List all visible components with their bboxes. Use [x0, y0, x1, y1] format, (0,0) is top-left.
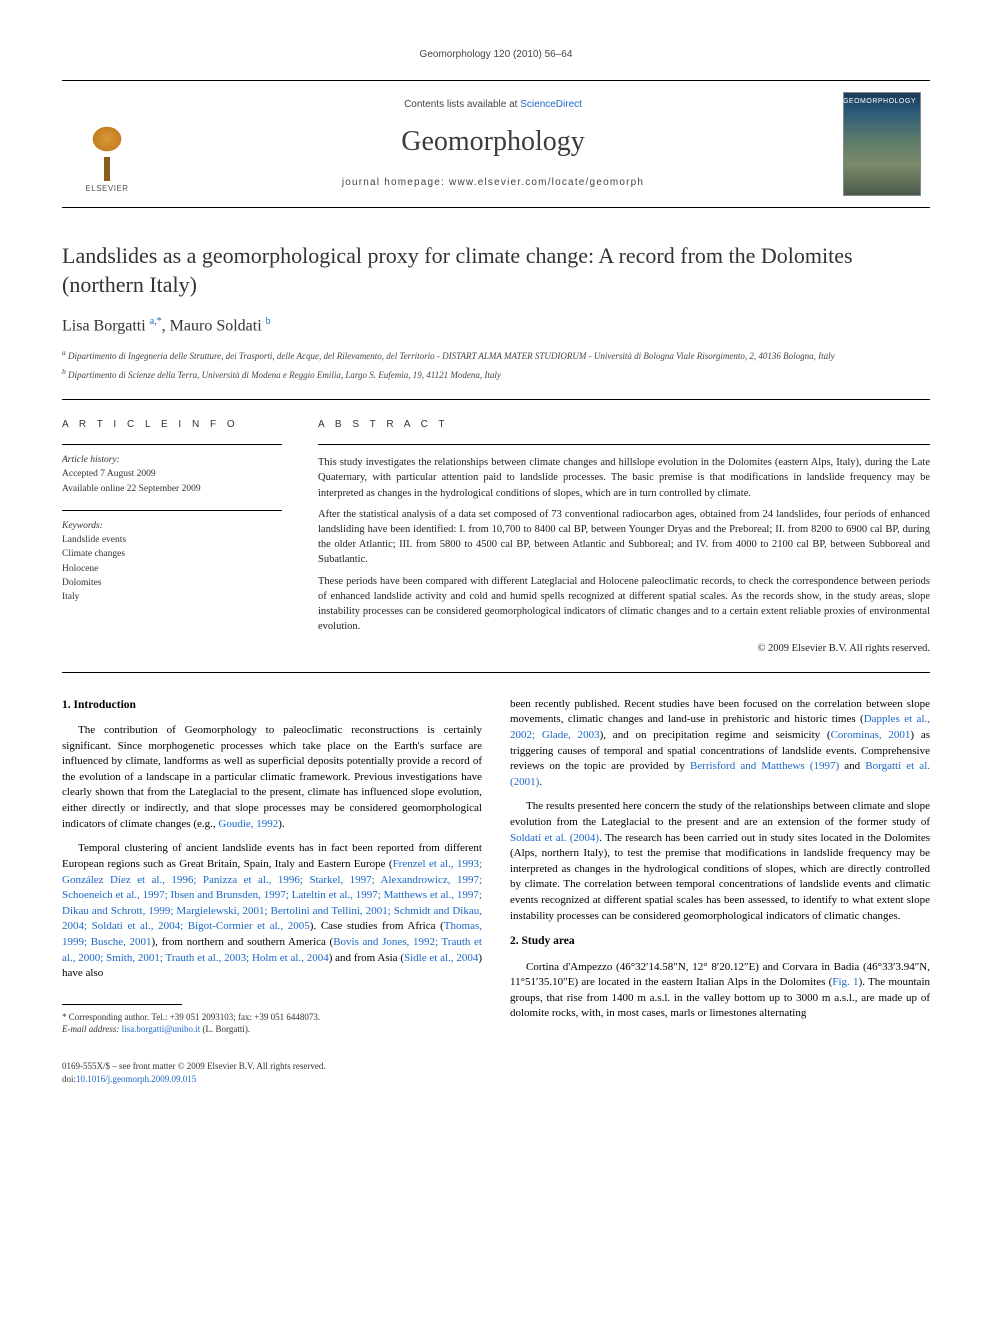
ref-soldati-2004[interactable]: Soldati et al. (2004) — [510, 832, 599, 844]
keyword-4: Italy — [62, 590, 282, 604]
keywords-hd: Keywords: — [62, 519, 282, 533]
body-two-columns: 1. Introduction The contribution of Geom… — [62, 697, 930, 1036]
corr-email-link[interactable]: lisa.borgatti@unibo.it — [122, 1024, 201, 1034]
info-rule-2 — [62, 510, 282, 511]
s1-p2-col2-d: and — [839, 760, 865, 772]
affiliation-a: a Dipartimento di Ingegneria delle Strut… — [62, 348, 930, 363]
accepted-date: Accepted 7 August 2009 — [62, 467, 282, 481]
contents-available-line: Contents lists available at ScienceDirec… — [404, 98, 582, 112]
s1-p2: Temporal clustering of ancient landslide… — [62, 841, 482, 981]
authors-line: Lisa Borgatti a,*, Mauro Soldati b — [62, 315, 930, 338]
affiliation-a-text: Dipartimento di Ingegneria delle Struttu… — [68, 351, 835, 361]
s1-p2-b: ). Case studies from Africa ( — [310, 920, 444, 932]
s1-p3-a: The results presented here concern the s… — [510, 800, 930, 828]
running-head: Geomorphology 120 (2010) 56–64 — [62, 48, 930, 62]
ref-asia[interactable]: Sidle et al., 2004 — [404, 952, 478, 964]
elsevier-logo: ELSEVIER — [73, 121, 141, 199]
abstract-head: A B S T R A C T — [318, 418, 930, 432]
author-2-name: Mauro Soldati — [170, 318, 262, 335]
s1-p1: The contribution of Geomorphology to pal… — [62, 723, 482, 832]
keyword-1: Climate changes — [62, 547, 282, 561]
s2-p1: Cortina d'Ampezzo (46°32′14.58″N, 12° 8′… — [510, 960, 930, 1022]
footnote-rule — [62, 1004, 182, 1005]
article-info-head: A R T I C L E I N F O — [62, 418, 282, 432]
email-suffix: (L. Borgatti). — [200, 1024, 250, 1034]
article-history-hd: Article history: — [62, 453, 282, 467]
online-date: Available online 22 September 2009 — [62, 482, 282, 496]
author-1-name: Lisa Borgatti — [62, 318, 146, 335]
ref-fig1[interactable]: Fig. 1 — [832, 976, 858, 988]
footnotes: * Corresponding author. Tel.: +39 051 20… — [62, 1011, 482, 1036]
s1-p1-b: ). — [278, 818, 284, 830]
article-history-block: Article history: Accepted 7 August 2009 … — [62, 453, 282, 496]
s1-p3: The results presented here concern the s… — [510, 799, 930, 924]
masthead-center: Contents lists available at ScienceDirec… — [152, 81, 834, 207]
abstract-rule — [318, 444, 930, 445]
email-line: E-mail address: lisa.borgatti@unibo.it (… — [62, 1023, 482, 1036]
affiliation-b: b Dipartimento di Scienze della Terra, U… — [62, 367, 930, 382]
article-info-column: A R T I C L E I N F O Article history: A… — [62, 400, 282, 656]
author-sep: , — [162, 318, 170, 335]
s1-p2-col2-b: ), and on precipitation regime and seism… — [600, 729, 831, 741]
doi-label: doi: — [62, 1074, 76, 1084]
keyword-2: Holocene — [62, 562, 282, 576]
s1-p2-col2-e: . — [539, 776, 542, 788]
elsevier-tree-icon — [73, 121, 141, 181]
ref-goudie-1992[interactable]: Goudie, 1992 — [218, 818, 278, 830]
corr-author-note: * Corresponding author. Tel.: +39 051 20… — [62, 1011, 482, 1024]
section-2-head: 2. Study area — [510, 933, 930, 949]
page-footer: 0169-555X/$ – see front matter © 2009 El… — [62, 1060, 930, 1085]
journal-cover-thumbnail: GEOMORPHOLOGY — [843, 92, 921, 196]
cover-thumb-title: GEOMORPHOLOGY — [843, 97, 916, 107]
homepage-prefix: journal homepage: — [342, 177, 449, 188]
keyword-3: Dolomites — [62, 576, 282, 590]
email-label: E-mail address: — [62, 1024, 122, 1034]
keyword-0: Landslide events — [62, 533, 282, 547]
ref-berrisford-matthews[interactable]: Berrisford and Matthews (1997) — [690, 760, 839, 772]
abstract-p2: After the statistical analysis of a data… — [318, 507, 930, 568]
info-rule — [62, 444, 282, 445]
elsevier-logo-text: ELSEVIER — [73, 183, 141, 194]
doi-line: doi:10.1016/j.geomorph.2009.09.015 — [62, 1073, 930, 1086]
s1-p1-a: The contribution of Geomorphology to pal… — [62, 724, 482, 830]
keywords-block: Keywords: Landslide events Climate chang… — [62, 519, 282, 605]
s1-p3-b: . The research has been carried out in s… — [510, 832, 930, 922]
cover-thumb-block: GEOMORPHOLOGY — [834, 81, 930, 207]
doi-link[interactable]: 10.1016/j.geomorph.2009.09.015 — [76, 1074, 196, 1084]
journal-name: Geomorphology — [401, 122, 585, 161]
abstract-column: A B S T R A C T This study investigates … — [318, 400, 930, 656]
homepage-url: www.elsevier.com/locate/geomorph — [449, 177, 644, 188]
author-1-affil-link[interactable]: a, — [150, 316, 157, 327]
article-title: Landslides as a geomorphological proxy f… — [62, 242, 930, 299]
s1-p2-c: ), from northern and southern America ( — [152, 936, 334, 948]
abstract-copyright: © 2009 Elsevier B.V. All rights reserved… — [318, 641, 930, 656]
journal-masthead: ELSEVIER Contents lists available at Sci… — [62, 80, 930, 208]
s1-p2-cont: been recently published. Recent studies … — [510, 697, 930, 791]
section-1-head: 1. Introduction — [62, 697, 482, 713]
sciencedirect-link[interactable]: ScienceDirect — [520, 99, 582, 110]
abstract-p1: This study investigates the relationship… — [318, 455, 930, 501]
publisher-logo-block: ELSEVIER — [62, 81, 152, 207]
rule-bottom — [62, 672, 930, 673]
contents-prefix: Contents lists available at — [404, 99, 520, 110]
front-matter-line: 0169-555X/$ – see front matter © 2009 El… — [62, 1060, 930, 1073]
journal-homepage-line: journal homepage: www.elsevier.com/locat… — [342, 176, 644, 190]
author-2-affil-link[interactable]: b — [266, 316, 271, 327]
s1-p2-d: ) and from Asia ( — [329, 952, 404, 964]
abstract-text: This study investigates the relationship… — [318, 455, 930, 656]
ref-corominas[interactable]: Corominas, 2001 — [831, 729, 911, 741]
abstract-p3: These periods have been compared with di… — [318, 574, 930, 635]
affiliation-b-text: Dipartimento di Scienze della Terra, Uni… — [68, 370, 501, 380]
